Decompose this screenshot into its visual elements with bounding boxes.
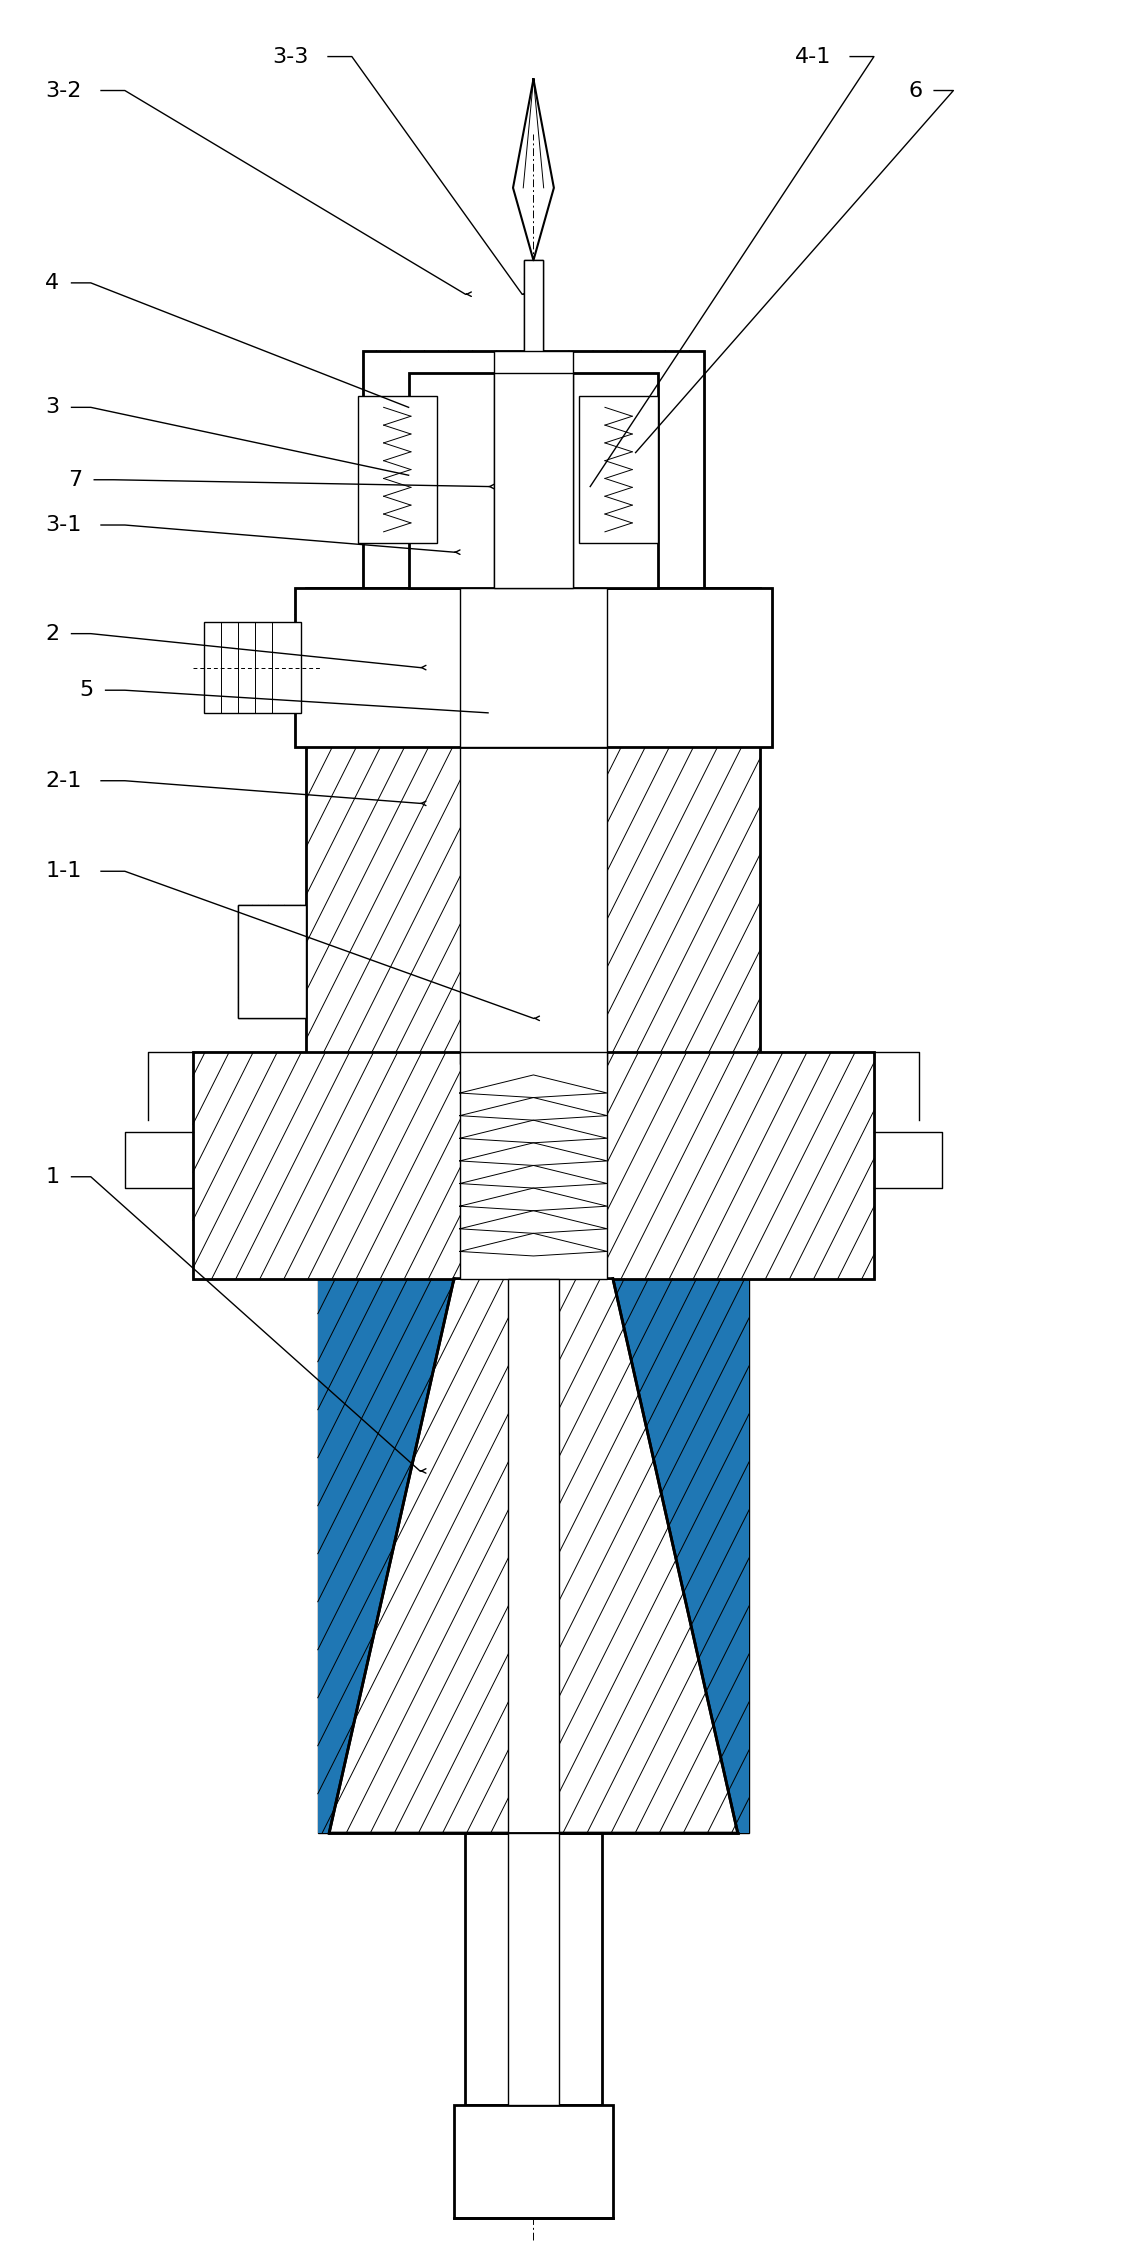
Bar (494, 351, 573, 588)
Bar (193, 1052, 874, 1279)
Bar (363, 351, 704, 588)
Bar (306, 588, 760, 1064)
Text: 3: 3 (45, 398, 59, 416)
Bar (318, 1279, 749, 1833)
Bar (460, 1052, 607, 1279)
Text: 1-1: 1-1 (45, 862, 82, 880)
Text: 3-1: 3-1 (45, 516, 82, 534)
Bar (465, 1833, 602, 2105)
Bar (409, 373, 658, 588)
Text: 5: 5 (79, 681, 94, 699)
Text: 4-1: 4-1 (794, 48, 831, 66)
Bar (238, 905, 306, 1018)
Bar (295, 588, 772, 747)
Bar (524, 260, 543, 373)
Text: 1: 1 (45, 1168, 59, 1186)
Bar (494, 373, 573, 588)
Bar (579, 396, 658, 543)
Bar (524, 260, 543, 373)
Bar (193, 1052, 874, 1279)
Bar (454, 2105, 613, 2218)
Bar (409, 373, 658, 588)
Bar (193, 1052, 874, 1279)
Bar (238, 905, 306, 1018)
Bar (306, 588, 760, 1064)
Bar (363, 351, 704, 588)
Bar (460, 588, 607, 747)
Bar (363, 351, 704, 588)
Bar (508, 1833, 558, 2105)
Bar (295, 588, 772, 747)
Bar (306, 588, 760, 1064)
Text: 7: 7 (68, 471, 82, 489)
Bar (409, 373, 658, 588)
Text: 2-1: 2-1 (45, 772, 82, 790)
Bar (295, 588, 772, 747)
Bar (524, 260, 543, 373)
Bar (238, 905, 306, 1018)
Text: 3-3: 3-3 (272, 48, 309, 66)
Bar (508, 1279, 558, 1833)
Text: 2: 2 (45, 625, 59, 643)
Bar (460, 588, 607, 1064)
Polygon shape (329, 1279, 738, 1833)
Text: 3-2: 3-2 (45, 81, 82, 100)
Bar (204, 622, 301, 713)
Bar (318, 1279, 749, 1833)
Text: 4: 4 (45, 274, 59, 292)
Bar (358, 396, 437, 543)
Text: 6: 6 (908, 81, 922, 100)
